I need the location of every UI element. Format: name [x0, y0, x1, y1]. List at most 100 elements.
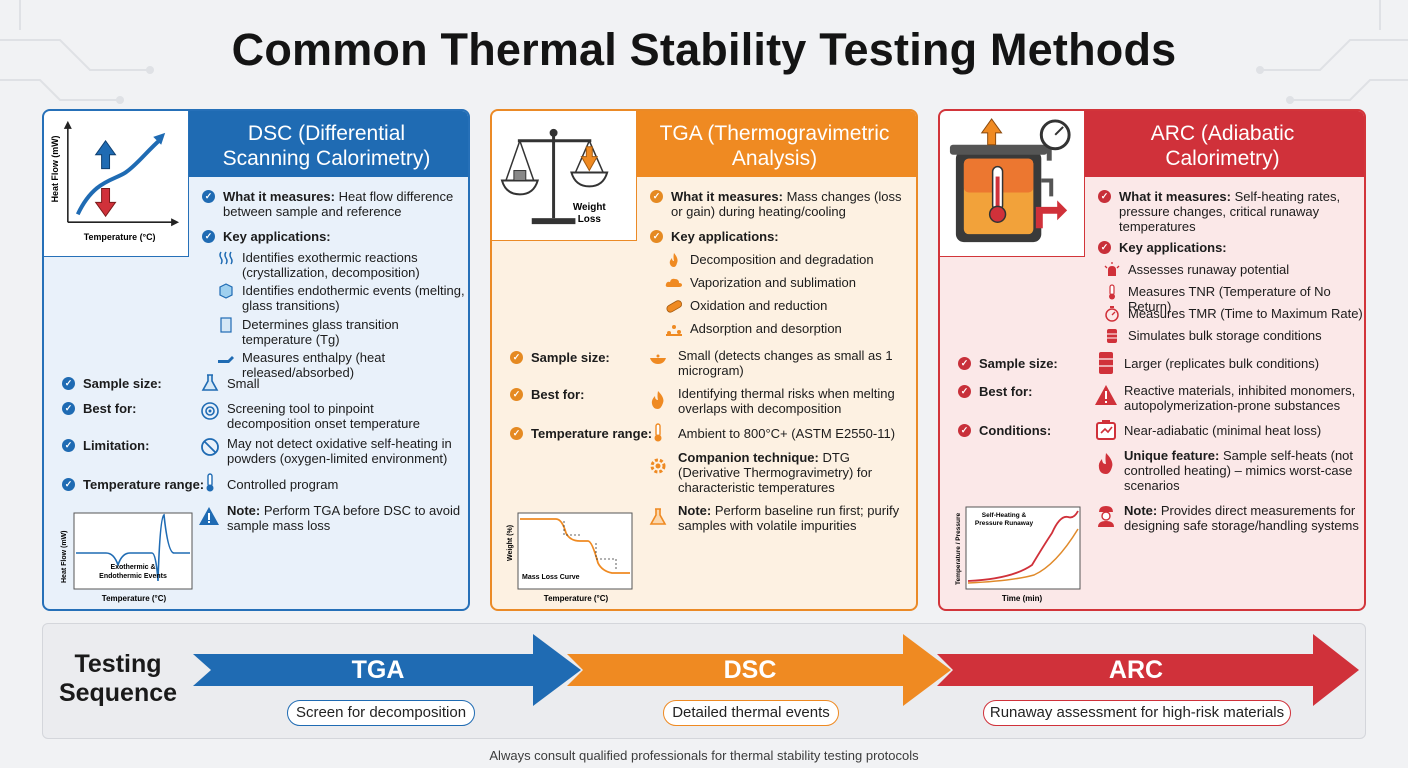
ice-cube-icon	[219, 283, 233, 299]
arc-chart-annotation-2: Pressure Runaway	[975, 520, 1034, 527]
arc-mini-chart: Temperature / Pressure Self-Heating & Pr…	[952, 505, 1082, 603]
adiabatic-vessel-icon	[949, 118, 1071, 243]
tga-title-line2: Analysis)	[731, 147, 818, 170]
tga-measures-text: Mass changes (loss or gain) during heati…	[671, 189, 902, 219]
arc-best-row: ✓ Best for:	[958, 384, 1032, 399]
dsc-apps-label: Key applications:	[223, 229, 331, 244]
tga-best-row: ✓ Best for:	[510, 387, 584, 402]
dsc-card: DSC (Differential Scanning Calorimetry) …	[42, 109, 470, 611]
beaker-icon	[649, 508, 667, 525]
sequence-title-line1: Testing	[74, 650, 162, 678]
sequence-title-line2: Sequence	[58, 679, 178, 707]
tga-card-title: TGA (Thermogravimetric Analysis)	[639, 121, 910, 171]
tga-companion-text: DTG (Derivative Thermogravimetry) for ch…	[678, 450, 873, 495]
arc-unique-label: Unique feature:	[1124, 448, 1220, 463]
arc-app-item: Measures TMR (Time to Maximum Rate)	[1102, 306, 1363, 322]
tga-app-text: Vaporization and sublimation	[690, 275, 856, 290]
dsc-app-item: Identifies endothermic events (melting, …	[216, 283, 468, 313]
check-icon: ✓	[1098, 190, 1111, 203]
dsc-best-value: Screening tool to pinpoint decomposition…	[227, 401, 420, 431]
tga-note-label: Note:	[678, 503, 712, 518]
arc-apps-heading: ✓ Key applications:	[1098, 240, 1227, 255]
thermometer-icon	[206, 473, 214, 492]
sequence-step-description: Detailed thermal events	[663, 700, 839, 726]
arc-note-text: Provides direct measurements for designi…	[1124, 503, 1359, 533]
tga-app-item: Decomposition and degradation	[664, 252, 874, 268]
arc-apps-label: Key applications:	[1119, 240, 1227, 255]
flame-icon	[669, 253, 678, 267]
fire-icon	[1098, 453, 1113, 474]
arc-sample-row: ✓ Sample size:	[958, 356, 1058, 371]
dsc-ill-x-axis: Temperature (°C)	[84, 232, 156, 242]
arc-card-title: ARC (Adiabatic Calorimetry)	[1087, 121, 1358, 171]
tga-temp-label: Temperature range:	[531, 426, 653, 441]
arc-arrow	[937, 634, 1359, 706]
sequence-step-label: DSC	[723, 656, 777, 684]
dsc-sample-row: ✓ Sample size:	[62, 376, 162, 391]
arc-sample-label: Sample size:	[979, 356, 1058, 371]
arc-app-text: Simulates bulk storage conditions	[1128, 328, 1322, 343]
check-icon: ✓	[510, 388, 523, 401]
arc-app-text: Measures TNR (Temperature of No Return)	[1128, 284, 1331, 314]
check-icon: ✓	[510, 427, 523, 440]
sequence-arrows	[193, 634, 1359, 706]
arc-app-text: Assesses runaway potential	[1128, 262, 1290, 277]
arc-unique: Unique feature: Sample self-heats (not c…	[1124, 448, 1360, 493]
page-title: Common Thermal Stability Testing Methods	[231, 24, 1177, 75]
tga-chart-ylabel: Weight (%)	[507, 525, 514, 561]
tga-app-text: Oxidation and reduction	[690, 298, 828, 313]
tga-companion-label: Companion technique:	[678, 450, 819, 465]
arc-title-line2: Calorimetry)	[1165, 147, 1280, 170]
tga-best-label: Best for:	[531, 387, 585, 402]
dsc-mini-chart: Heat Flow (mW) Exothermic & Endothermic …	[56, 511, 214, 603]
capsule-icon	[666, 300, 683, 313]
dsc-sample-label: Sample size:	[83, 376, 162, 391]
dsc-arrow	[567, 634, 951, 706]
sequence-step-description: Screen for decomposition	[287, 700, 475, 726]
tga-apps-heading: ✓ Key applications:	[650, 229, 779, 244]
arc-cond-label: Conditions:	[979, 423, 1052, 438]
dsc-chart-svg: Heat Flow (mW) Exothermic & Endothermic …	[61, 512, 193, 603]
dsc-app-item: Identifies exothermic reactions (crystal…	[216, 250, 468, 280]
prohibited-icon	[201, 438, 219, 456]
arc-chart-annotation-1: Self-Heating &	[982, 512, 1027, 519]
tga-curve	[520, 518, 630, 574]
tga-measures-label: What it measures:	[671, 189, 783, 204]
check-icon: ✓	[958, 424, 971, 437]
tga-sample-value: Small (detects changes as small as 1 mic…	[678, 348, 893, 378]
dsc-best-label: Best for:	[83, 401, 137, 416]
arc-app-item: Assesses runaway potential	[1102, 262, 1289, 278]
dsc-note: Note: Perform TGA before DSC to avoid sa…	[227, 503, 463, 533]
arc-app-item: Simulates bulk storage conditions	[1102, 328, 1322, 344]
dsc-temp-label: Temperature range:	[83, 477, 205, 492]
particles-icon	[666, 325, 682, 336]
dsc-limit-row: ✓ Limitation:	[62, 438, 149, 453]
check-icon: ✓	[958, 357, 971, 370]
tga-mini-chart: Weight (%) Mass Loss Curve Temperature (…	[504, 511, 634, 603]
flask-icon	[201, 374, 219, 391]
tga-sample-label: Sample size:	[531, 350, 610, 365]
tga-note-text: Perform baseline run first; purify sampl…	[678, 503, 900, 533]
arc-chart-xlabel: Time (min)	[1002, 594, 1043, 603]
thermometer-icon	[654, 423, 662, 442]
dsc-measures-text: Heat flow difference between sample and …	[223, 189, 454, 219]
tga-note: Note: Perform baseline run first; purify…	[678, 503, 900, 533]
arc-best-value: Reactive materials, inhibited monomers, …	[1124, 383, 1356, 413]
check-icon: ✓	[510, 351, 523, 364]
check-icon: ✓	[958, 385, 971, 398]
tga-chart-annotation: Mass Loss Curve	[522, 574, 580, 581]
tga-app-item: Vaporization and sublimation	[664, 275, 856, 291]
check-icon: ✓	[62, 439, 75, 452]
arc-unique-text: Sample self-heats (not controlled heatin…	[1124, 448, 1354, 493]
arc-title-line1: ARC (Adiabatic	[1150, 122, 1295, 145]
dsc-measures: ✓ What it measures: Heat flow difference…	[202, 189, 466, 219]
arc-measures-text: Self-heating rates, pressure changes, cr…	[1119, 189, 1341, 234]
tga-app-text: Decomposition and degradation	[690, 252, 874, 267]
dsc-illustration: Heat Flow (mW) Temperature (°C)	[44, 111, 189, 257]
dsc-app-text: Determines glass transition temperature …	[242, 317, 399, 347]
dsc-title-line2: Scanning Calorimetry)	[222, 147, 431, 170]
sequence-step-description: Runaway assessment for high-risk materia…	[983, 700, 1291, 726]
gear-icon	[650, 458, 666, 474]
dsc-sample-value: Small	[227, 376, 260, 391]
